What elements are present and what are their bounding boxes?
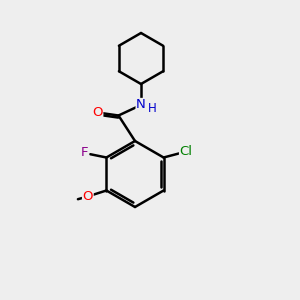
Text: H: H bbox=[148, 102, 157, 115]
Text: F: F bbox=[81, 146, 88, 160]
Text: O: O bbox=[92, 106, 103, 119]
Text: Cl: Cl bbox=[180, 145, 193, 158]
Text: O: O bbox=[82, 190, 93, 203]
Text: N: N bbox=[136, 98, 146, 112]
